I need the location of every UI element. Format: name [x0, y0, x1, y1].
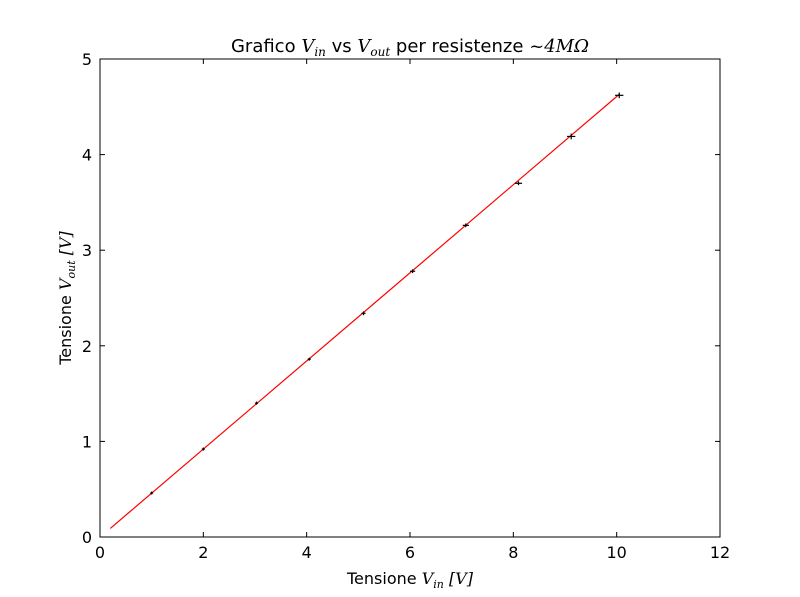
ylabel-unit: [V]: [56, 230, 75, 260]
ylabel-text: Tensione: [56, 290, 75, 366]
y-axis-ticks: 0 1 2 3 4 5: [82, 50, 720, 547]
data-point: [410, 269, 416, 274]
title-v1-sub: in: [314, 45, 326, 59]
y-axis-label: Tensione Vout [V]: [56, 230, 78, 365]
x-tick-label: 2: [198, 543, 208, 562]
y-tick-label: 0: [82, 528, 92, 547]
ylabel-sub: out: [65, 260, 78, 279]
y-tick-label: 1: [82, 432, 92, 451]
data-point: [615, 92, 624, 99]
x-tick-label: 0: [95, 543, 105, 562]
x-tick-label: 4: [302, 543, 312, 562]
title-v2-sub: out: [370, 45, 390, 59]
xlabel-unit: [V]: [444, 569, 474, 588]
data-point: [201, 447, 205, 451]
data-point: [462, 223, 469, 228]
xlabel-v: V: [422, 569, 435, 588]
fit-line-group: [109, 93, 620, 529]
xlabel-text: Tensione: [346, 569, 422, 588]
y-tick-label: 4: [82, 146, 92, 165]
title-v1: V: [301, 36, 316, 57]
data-point: [307, 357, 311, 361]
y-tick-label: 3: [82, 241, 92, 260]
x-axis-ticks: 0 2 4 6 8 10 12: [95, 59, 730, 562]
y-tick-label: 2: [82, 337, 92, 356]
data-point: [361, 311, 366, 316]
title-v2: V: [357, 36, 372, 57]
title-mid: vs: [326, 36, 357, 57]
x-axis-label: Tensione Vin [V]: [346, 569, 474, 591]
data-point: [255, 401, 259, 405]
ylabel-v: V: [56, 277, 75, 290]
xlabel-sub: in: [433, 578, 444, 591]
x-tick-label: 12: [710, 543, 730, 562]
x-tick-label: 10: [606, 543, 626, 562]
x-tick-label: 8: [508, 543, 518, 562]
data-point: [514, 181, 523, 186]
y-tick-label: 5: [82, 50, 92, 69]
data-point: [150, 491, 154, 495]
title-prefix: Grafico: [231, 36, 301, 57]
fit-line: [109, 93, 620, 529]
data-point: [567, 133, 576, 140]
chart-title: Grafico Vin vs Vout per resistenze ~4MΩ: [231, 36, 589, 59]
title-suffix: per resistenze: [390, 36, 529, 57]
data-points: [150, 92, 624, 495]
title-math: ~4MΩ: [529, 36, 589, 57]
x-tick-label: 6: [405, 543, 415, 562]
plot-frame: [99, 58, 721, 538]
